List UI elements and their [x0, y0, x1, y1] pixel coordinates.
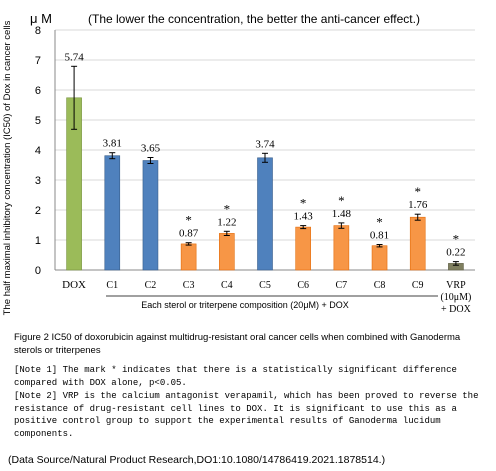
x-category-label: C1 [106, 280, 118, 291]
x-category-label: C4 [221, 280, 233, 291]
value-label: 3.65 [141, 143, 161, 155]
chart-title: (The lower the concentration, the better… [88, 12, 420, 26]
bar [409, 216, 426, 271]
x-axis-label: Each sterol or triterpene composition (2… [141, 300, 349, 310]
note-1: [Note 1] The mark * indicates that there… [14, 365, 457, 388]
x-category-label: C6 [297, 280, 309, 291]
x-category-labels: DOX C1 C2 C3 C4 C5 C6 C7 C8 C9 VRP(10μM)+ DOX [62, 279, 471, 315]
y-tick-label: 0 [35, 265, 41, 277]
y-tick-label: 2 [35, 205, 41, 217]
x-category-label: C2 [145, 280, 157, 291]
x-category-label: C9 [412, 280, 424, 291]
y-tick-label: 3 [35, 175, 41, 187]
y-tick-label: 7 [35, 55, 41, 67]
figure-caption: Figure 2 IC50 of doxorubicin against mul… [14, 332, 461, 356]
y-axis-unit: μ M [30, 11, 52, 26]
x-category-label: (10μM) [440, 292, 471, 303]
value-label: 3.74 [255, 138, 275, 150]
y-tick-label: 8 [35, 25, 41, 37]
data-source: (Data Source/Natural Product Research,DO… [8, 454, 386, 466]
value-label: 1.48 [332, 208, 352, 220]
bars [66, 65, 464, 271]
value-label: 5.74 [64, 51, 84, 63]
x-category-label: VRP [446, 280, 466, 291]
bar [142, 160, 159, 271]
bar [180, 243, 197, 271]
note-2: [Note 2] VRP is the calcium antagonist v… [14, 391, 479, 439]
value-label: 3.81 [103, 138, 122, 150]
significance-mark: * [338, 193, 345, 208]
value-label: 1.22 [217, 216, 236, 228]
value-label: 0.22 [446, 247, 465, 259]
bar [219, 233, 235, 271]
bar [257, 157, 273, 271]
significance-mark: * [376, 215, 383, 230]
bar [104, 155, 121, 271]
x-category-label: C3 [183, 280, 195, 291]
value-label: 1.43 [294, 211, 314, 223]
bar [371, 245, 388, 271]
significance-mark: * [453, 232, 460, 247]
y-tick-label: 1 [35, 235, 41, 247]
x-category-label: C8 [374, 280, 386, 291]
x-category-label: C5 [259, 280, 271, 291]
value-label: 1.76 [408, 199, 428, 211]
value-label: 0.81 [370, 230, 389, 242]
x-category-label: DOX [62, 279, 86, 291]
bar [333, 225, 350, 271]
significance-mark: * [185, 213, 192, 228]
value-label: 0.87 [179, 228, 199, 240]
y-tick-labels: 0 1 2 3 4 5 6 7 8 [35, 25, 41, 277]
x-category-label: C7 [336, 280, 348, 291]
value-labels: 5.743.81 3.650.87* 1.22*3.741.43*1.48*0.81… [64, 51, 465, 258]
significance-mark: * [414, 184, 421, 199]
y-tick-label: 4 [35, 145, 41, 157]
x-category-label: + DOX [441, 304, 472, 315]
significance-mark: * [224, 201, 231, 216]
bar [295, 226, 311, 271]
y-tick-label: 6 [35, 85, 41, 97]
significance-mark: * [300, 196, 307, 211]
y-tick-label: 5 [35, 115, 41, 127]
y-axis-label: The half maximal inhibitory concentratio… [2, 20, 13, 315]
